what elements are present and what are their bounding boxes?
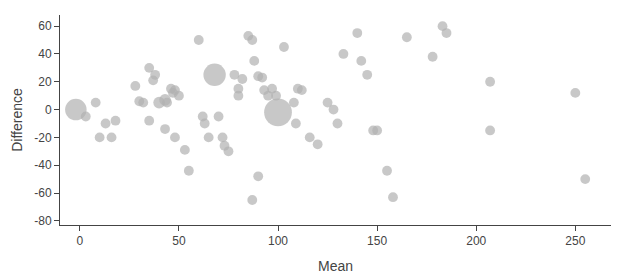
svg-text:50: 50 <box>172 234 186 248</box>
svg-text:20: 20 <box>38 75 52 89</box>
svg-text:Mean: Mean <box>318 258 353 274</box>
svg-text:-20: -20 <box>34 131 52 145</box>
svg-text:Difference: Difference <box>9 88 25 152</box>
svg-text:100: 100 <box>268 234 288 248</box>
svg-text:60: 60 <box>38 19 52 33</box>
svg-text:40: 40 <box>38 47 52 61</box>
svg-text:-80: -80 <box>34 214 52 228</box>
svg-text:200: 200 <box>466 234 486 248</box>
svg-text:0: 0 <box>76 234 83 248</box>
svg-text:150: 150 <box>367 234 387 248</box>
svg-text:-40: -40 <box>34 158 52 172</box>
svg-text:250: 250 <box>565 234 585 248</box>
svg-text:0: 0 <box>45 103 52 117</box>
svg-text:-60: -60 <box>34 186 52 200</box>
